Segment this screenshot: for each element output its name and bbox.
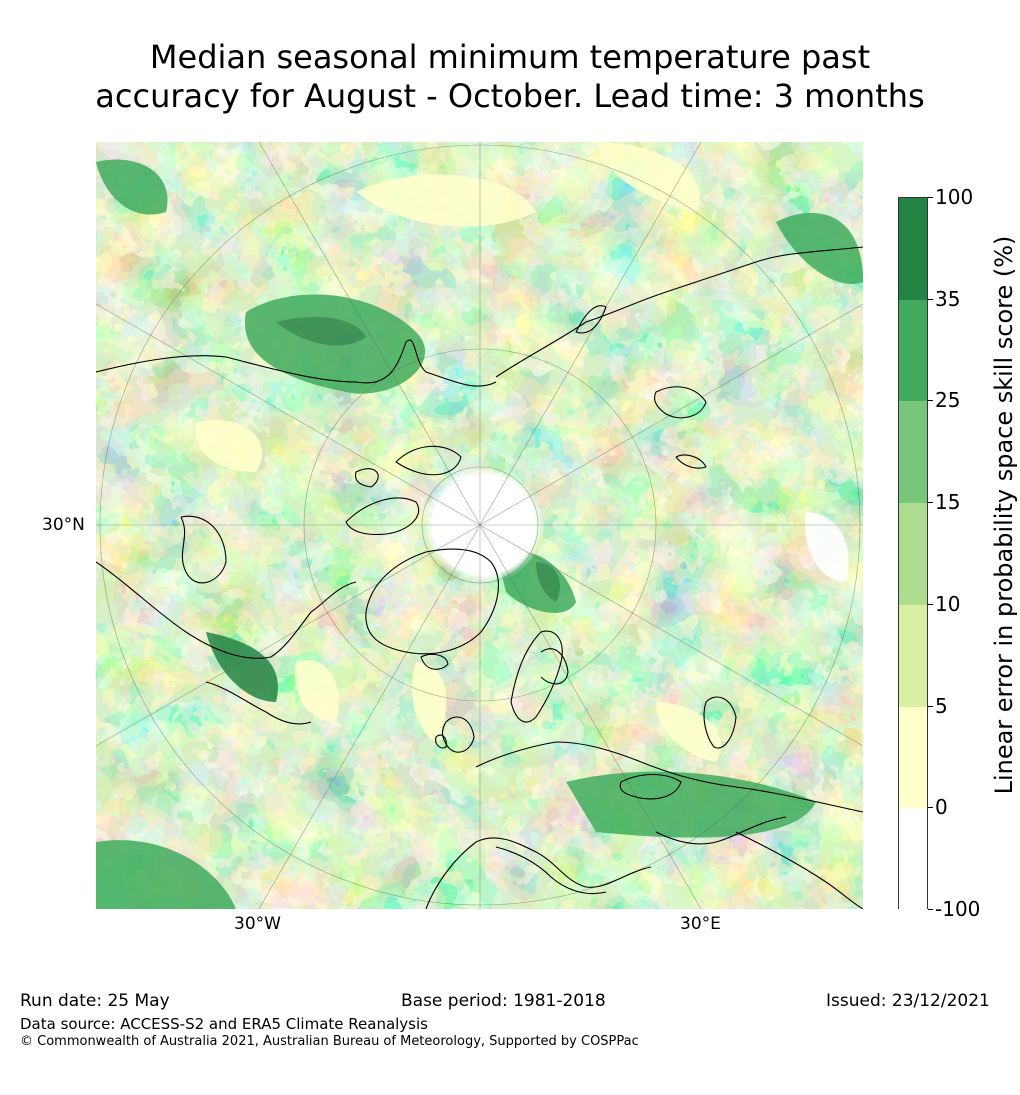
- title-line-2: accuracy for August - October. Lead time…: [95, 77, 925, 115]
- colorbar-tick: [928, 909, 933, 910]
- colorbar-tick: [928, 604, 933, 605]
- title-line-1: Median seasonal minimum temperature past: [149, 38, 871, 76]
- colorbar-tick: [928, 807, 933, 808]
- colorbar-segment: [899, 604, 927, 707]
- colorbar-tick-label: 15: [935, 490, 961, 514]
- colorbar-segment: [899, 401, 927, 504]
- lat-label-30n: 30°N: [42, 515, 85, 535]
- colorbar-segment: [899, 299, 927, 402]
- high-skill-patches: [96, 159, 863, 909]
- run-date: Run date: 25 May: [20, 991, 170, 1011]
- polar-skill-map: [96, 142, 863, 909]
- colorbar-tick-label: 10: [935, 592, 961, 616]
- issued-date: Issued: 23/12/2021: [826, 991, 990, 1011]
- lon-label-30e: 30°E: [680, 914, 721, 934]
- colorbar-tick-label: 0: [935, 795, 948, 819]
- colorbar-tick: [928, 706, 933, 707]
- colorbar-tick: [928, 197, 933, 198]
- page-title: Median seasonal minimum temperature past…: [0, 38, 1020, 116]
- data-source: Data source: ACCESS-S2 and ERA5 Climate …: [20, 1015, 428, 1033]
- colorbar-segment: [899, 198, 927, 300]
- colorbar-segment: [899, 808, 927, 910]
- low-skill-patches: [195, 142, 849, 762]
- colorbar-segment: [899, 706, 927, 809]
- colorbar-tick-label: 25: [935, 388, 961, 412]
- colorbar-tick-label: 5: [935, 694, 948, 718]
- coastlines: [96, 246, 863, 909]
- base-period: Base period: 1981-2018: [401, 991, 606, 1011]
- colorbar-tick: [928, 400, 933, 401]
- lon-label-30w: 30°W: [234, 914, 281, 934]
- colorbar-segment: [899, 503, 927, 605]
- colorbar-tick: [928, 502, 933, 503]
- colorbar-tick-label: -100: [935, 897, 981, 921]
- colorbar-tick-label: 100: [935, 185, 974, 209]
- colorbar-title: Linear error in probability space skill …: [990, 235, 1018, 795]
- graticule: [96, 142, 863, 909]
- copyright-notice: © Commonwealth of Australia 2021, Austra…: [20, 1034, 639, 1049]
- colorbar-tick-label: 35: [935, 287, 961, 311]
- colorbar-tick: [928, 299, 933, 300]
- map-svg: [96, 142, 863, 909]
- colorbar: [898, 197, 928, 910]
